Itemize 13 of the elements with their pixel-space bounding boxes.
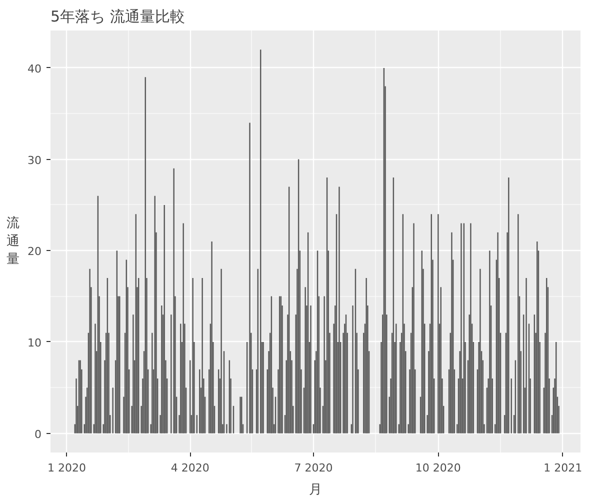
- y-tick-label: 20: [28, 245, 42, 258]
- x-tick-label: 4 2020: [170, 462, 210, 474]
- x-tick-label: 1 2020: [48, 462, 86, 474]
- x-tick-label: 10 2020: [415, 462, 461, 474]
- x-tick-label: 7 2020: [294, 462, 333, 474]
- x-tick-label: 1 2021: [544, 462, 582, 474]
- x-axis-title: 月: [309, 482, 322, 498]
- y-tick-label: 40: [28, 62, 42, 76]
- chart-title: 5年落ち 流通量比較: [50, 8, 185, 26]
- y-tick-label: 30: [28, 154, 42, 167]
- y-axis-title: 流通量: [6, 215, 20, 267]
- y-tick-label: 0: [34, 428, 42, 441]
- y-tick-label: 10: [28, 336, 42, 350]
